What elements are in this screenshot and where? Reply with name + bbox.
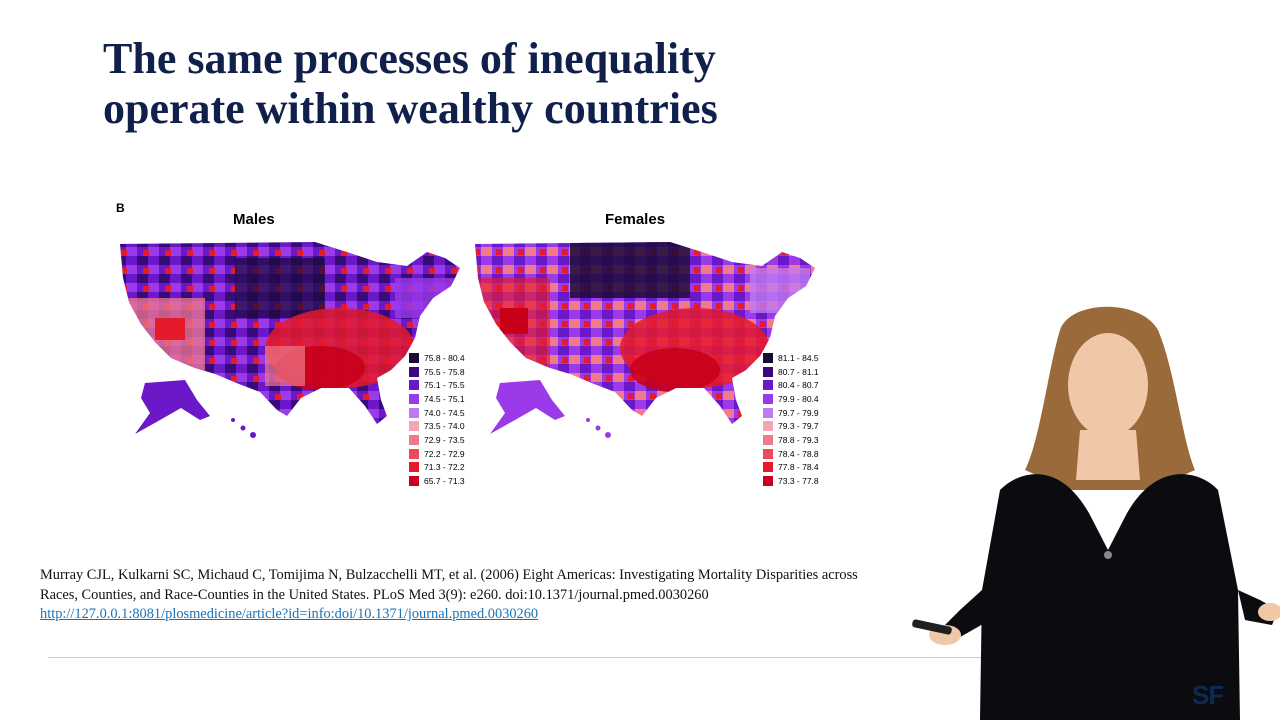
legend-item: 74.0 - 74.5 xyxy=(409,406,465,420)
legend-label: 81.1 - 84.5 xyxy=(778,352,819,363)
legend-label: 79.7 - 79.9 xyxy=(778,407,819,418)
males-map xyxy=(120,242,460,438)
legend-swatch xyxy=(409,393,419,404)
legend-swatch xyxy=(409,434,419,445)
legend-label: 80.4 - 80.7 xyxy=(778,380,819,391)
legend-swatch xyxy=(409,380,419,391)
legend-label: 75.1 - 75.5 xyxy=(424,380,465,391)
legend-swatch xyxy=(763,434,773,445)
legend-item: 65.7 - 71.3 xyxy=(409,474,465,488)
males-legend: 75.8 - 80.4 75.5 - 75.8 75.1 - 75.5 74.5… xyxy=(409,351,465,488)
figure-panel-letter: B xyxy=(116,201,125,215)
legend-swatch xyxy=(409,352,419,363)
legend-item: 75.1 - 75.5 xyxy=(409,378,465,392)
legend-label: 71.3 - 72.2 xyxy=(424,462,465,473)
presenter-figure xyxy=(912,306,1280,720)
males-map-title: Males xyxy=(233,211,275,228)
legend-item: 75.5 - 75.8 xyxy=(409,365,465,379)
legend-item: 79.9 - 80.4 xyxy=(763,392,819,406)
females-legend: 81.1 - 84.5 80.7 - 81.1 80.4 - 80.7 79.9… xyxy=(763,351,819,488)
legend-label: 74.5 - 75.1 xyxy=(424,393,465,404)
legend-item: 78.8 - 79.3 xyxy=(763,433,819,447)
legend-swatch xyxy=(763,407,773,418)
legend-swatch xyxy=(763,366,773,377)
legend-swatch xyxy=(763,448,773,459)
legend-label: 78.4 - 78.8 xyxy=(778,448,819,459)
legend-label: 73.5 - 74.0 xyxy=(424,421,465,432)
legend-item: 78.4 - 78.8 xyxy=(763,447,819,461)
legend-label: 72.2 - 72.9 xyxy=(424,448,465,459)
legend-label: 75.8 - 80.4 xyxy=(424,352,465,363)
legend-item: 71.3 - 72.2 xyxy=(409,461,465,475)
legend-swatch xyxy=(763,462,773,473)
footer-divider xyxy=(48,657,1232,658)
legend-label: 80.7 - 81.1 xyxy=(778,366,819,377)
slide-title: The same processes of inequality operate… xyxy=(103,34,863,134)
legend-item: 74.5 - 75.1 xyxy=(409,392,465,406)
legend-swatch xyxy=(409,448,419,459)
legend-item: 79.3 - 79.7 xyxy=(763,419,819,433)
university-logo: SF xyxy=(1192,680,1224,710)
legend-item: 80.4 - 80.7 xyxy=(763,378,819,392)
legend-label: 73.3 - 77.8 xyxy=(778,476,819,487)
citation-line-2: Races, Counties, and Race-Counties in th… xyxy=(40,586,709,603)
legend-item: 81.1 - 84.5 xyxy=(763,351,819,365)
legend-item: 75.8 - 80.4 xyxy=(409,351,465,365)
females-map xyxy=(475,242,815,438)
legend-item: 73.3 - 77.8 xyxy=(763,474,819,488)
legend-swatch xyxy=(409,462,419,473)
legend-item: 77.8 - 78.4 xyxy=(763,461,819,475)
legend-swatch xyxy=(763,393,773,404)
legend-item: 73.5 - 74.0 xyxy=(409,419,465,433)
legend-label: 77.8 - 78.4 xyxy=(778,462,819,473)
legend-label: 79.9 - 80.4 xyxy=(778,393,819,404)
legend-swatch xyxy=(763,352,773,363)
legend-label: 74.0 - 74.5 xyxy=(424,407,465,418)
legend-item: 80.7 - 81.1 xyxy=(763,365,819,379)
slide-title-line-2: operate within wealthy countries xyxy=(103,84,718,133)
legend-label: 65.7 - 71.3 xyxy=(424,476,465,487)
slide-title-line-1: The same processes of inequality xyxy=(103,34,716,83)
legend-swatch xyxy=(763,421,773,432)
legend-swatch xyxy=(763,476,773,487)
females-map-title: Females xyxy=(605,211,666,228)
legend-swatch xyxy=(409,476,419,487)
citation-line-1: Murray CJL, Kulkarni SC, Michaud C, Tomi… xyxy=(40,567,858,583)
legend-label: 72.9 - 73.5 xyxy=(424,434,465,445)
legend-label: 79.3 - 79.7 xyxy=(778,421,819,432)
legend-label: 78.8 - 79.3 xyxy=(778,434,819,445)
citation-link[interactable]: http://127.0.0.1:8081/plosmedicine/artic… xyxy=(40,606,539,622)
legend-swatch xyxy=(409,421,419,432)
legend-swatch xyxy=(409,366,419,377)
legend-label: 75.5 - 75.8 xyxy=(424,366,465,377)
citation: Murray CJL, Kulkarni SC, Michaud C, Tomi… xyxy=(40,566,970,625)
legend-item: 79.7 - 79.9 xyxy=(763,406,819,420)
legend-swatch xyxy=(763,380,773,391)
legend-item: 72.9 - 73.5 xyxy=(409,433,465,447)
legend-swatch xyxy=(409,407,419,418)
legend-item: 72.2 - 72.9 xyxy=(409,447,465,461)
